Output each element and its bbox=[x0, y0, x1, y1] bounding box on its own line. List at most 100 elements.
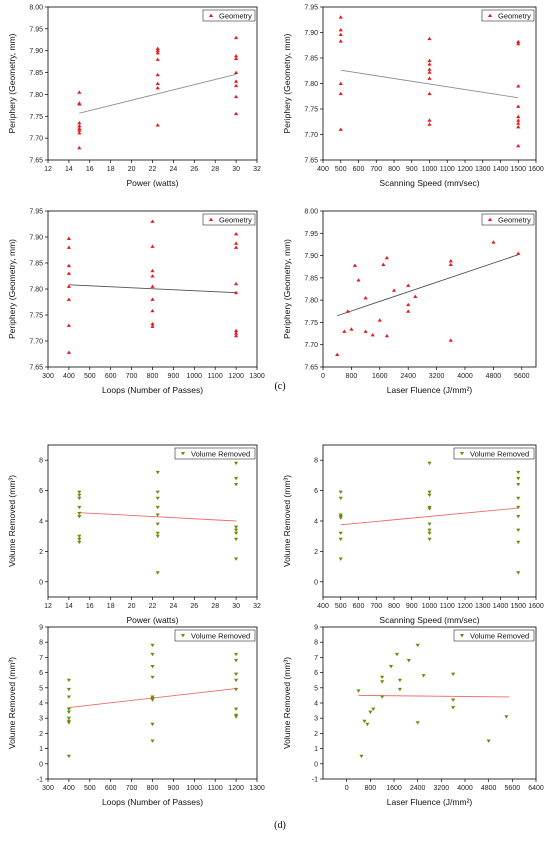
x-tick-label: 400 bbox=[63, 785, 75, 792]
x-tick-label: 24 bbox=[170, 166, 178, 173]
x-tick-label: 1300 bbox=[249, 785, 265, 792]
data-point bbox=[66, 754, 71, 759]
data-point bbox=[371, 707, 376, 711]
data-point bbox=[427, 62, 432, 66]
x-tick-label: 1600 bbox=[528, 166, 544, 173]
data-point bbox=[234, 111, 239, 116]
data-point bbox=[155, 51, 160, 55]
plot-frame bbox=[47, 444, 258, 598]
x-tick-label: 28 bbox=[211, 603, 219, 610]
y-tick-label: 6 bbox=[39, 670, 43, 677]
x-tick-label: 16 bbox=[86, 603, 94, 610]
data-point bbox=[384, 255, 389, 260]
data-point bbox=[338, 32, 343, 37]
data-point bbox=[234, 70, 239, 75]
data-point bbox=[234, 83, 239, 88]
data-point bbox=[155, 496, 160, 501]
data-point bbox=[338, 81, 343, 85]
data-point bbox=[150, 324, 155, 328]
y-tick-label: 7.65 bbox=[304, 365, 318, 372]
legend-box bbox=[174, 447, 256, 460]
y-tick-label: 7.70 bbox=[29, 136, 43, 143]
data-point bbox=[363, 296, 368, 300]
data-point bbox=[427, 461, 432, 466]
y-tick-label: 8.00 bbox=[304, 209, 318, 216]
data-point bbox=[427, 67, 432, 71]
data-point bbox=[421, 674, 426, 678]
plot-frame bbox=[47, 626, 258, 780]
data-point bbox=[77, 120, 82, 125]
data-point bbox=[66, 263, 71, 268]
x-tick-label: 400 bbox=[317, 166, 329, 173]
y-tick-label: 7.90 bbox=[304, 30, 318, 37]
x-tick-label: 1200 bbox=[228, 785, 244, 792]
data-point bbox=[427, 36, 432, 41]
data-point bbox=[338, 91, 343, 96]
data-point bbox=[150, 643, 155, 648]
chart-3: 300 400 500 600 700 800 900 1000 1100 1200 1300 7.6… bbox=[7, 209, 265, 396]
data-point bbox=[150, 308, 155, 313]
chart-6: 400 500 600 700 800 900 1000 1100 1200 1300 1400 15… bbox=[282, 444, 544, 625]
x-tick-label: 0 bbox=[321, 373, 325, 380]
y-axis-label: Periphery (Geometry, mm) bbox=[7, 33, 17, 133]
data-point bbox=[370, 333, 375, 337]
x-tick-label: 4800 bbox=[486, 373, 502, 380]
data-point bbox=[77, 493, 82, 498]
legend-box bbox=[174, 629, 256, 642]
x-axis-label: Laser Fluence (J/mm²) bbox=[387, 797, 473, 807]
data-point bbox=[427, 531, 432, 536]
data-point bbox=[234, 231, 239, 236]
data-point bbox=[338, 28, 343, 32]
data-point bbox=[451, 672, 456, 677]
x-tick-label: 5600 bbox=[505, 785, 521, 792]
x-tick-label: 700 bbox=[126, 785, 138, 792]
data-point bbox=[356, 689, 361, 693]
x-tick-label: 1200 bbox=[457, 603, 473, 610]
x-tick-label: 900 bbox=[406, 603, 418, 610]
x-tick-label: 30 bbox=[232, 603, 240, 610]
data-point bbox=[234, 56, 239, 61]
x-tick-label: 4000 bbox=[457, 785, 473, 792]
data-point bbox=[66, 695, 71, 699]
x-tick-label: 3200 bbox=[434, 785, 450, 792]
legend-marker bbox=[459, 452, 465, 456]
data-point bbox=[377, 318, 382, 322]
data-point bbox=[397, 678, 403, 683]
data-point bbox=[516, 571, 521, 575]
data-point bbox=[66, 721, 71, 725]
legend-box bbox=[453, 447, 535, 460]
data-point bbox=[427, 493, 432, 498]
data-point bbox=[516, 118, 521, 122]
x-tick-label: 2400 bbox=[410, 785, 426, 792]
panel-label-c: (c) bbox=[274, 381, 285, 392]
y-tick-label: 7.95 bbox=[29, 26, 43, 33]
data-point bbox=[155, 534, 160, 539]
data-point bbox=[155, 85, 160, 90]
data-point bbox=[150, 739, 155, 743]
x-tick-label: 16 bbox=[86, 166, 94, 173]
x-tick-label: 12 bbox=[44, 603, 52, 610]
data-point bbox=[66, 245, 71, 249]
data-point bbox=[66, 271, 71, 275]
x-tick-label: 800 bbox=[388, 603, 400, 610]
data-point bbox=[150, 284, 155, 288]
data-point bbox=[150, 665, 155, 669]
data-point bbox=[406, 658, 411, 663]
data-point bbox=[77, 505, 82, 510]
data-point bbox=[77, 534, 82, 539]
data-point bbox=[66, 687, 71, 692]
data-point bbox=[150, 675, 155, 680]
x-tick-label: 800 bbox=[147, 373, 159, 380]
x-tick-label: 1400 bbox=[493, 603, 509, 610]
data-point bbox=[66, 678, 71, 683]
data-point bbox=[338, 39, 343, 43]
y-tick-label: 4 bbox=[314, 701, 318, 708]
y-tick-label: 7.95 bbox=[304, 5, 318, 12]
y-tick-label: 7.70 bbox=[29, 339, 43, 346]
legend-label: Volume Removed bbox=[470, 450, 529, 459]
data-point bbox=[66, 710, 71, 715]
data-point bbox=[342, 329, 347, 333]
y-tick-label: 3 bbox=[314, 716, 318, 723]
data-point bbox=[406, 302, 411, 307]
data-point bbox=[388, 665, 394, 669]
